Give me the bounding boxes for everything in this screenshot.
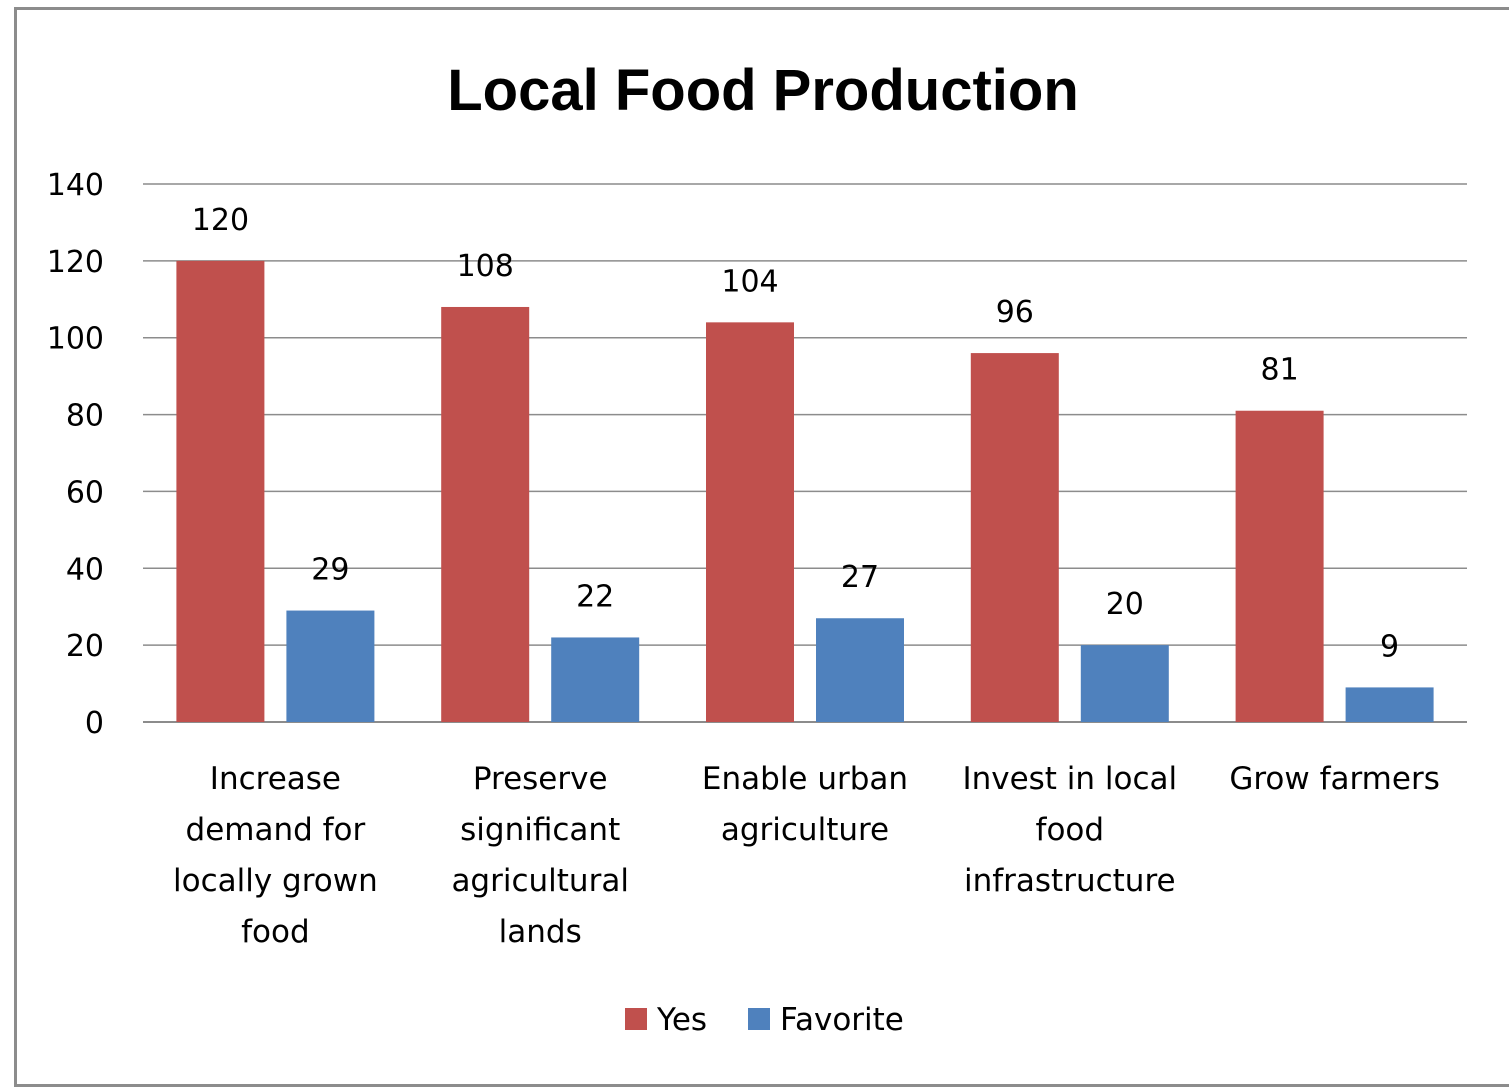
- bar-yes: [176, 260, 265, 722]
- bar-yes: [970, 353, 1059, 722]
- y-tick-label: 0: [85, 706, 104, 741]
- bar-favorite: [816, 618, 904, 722]
- data-labels: 120 29 108 22 104 27 96 20 81 9: [192, 203, 1399, 665]
- bar-favorite: [1080, 645, 1169, 722]
- bar-favorite: [286, 610, 375, 722]
- bar-favorite: [1345, 687, 1434, 722]
- bar-yes: [706, 322, 794, 722]
- bar-yes: [441, 306, 530, 722]
- bar-favorite: [551, 637, 640, 722]
- data-label: 27: [841, 560, 879, 595]
- category-label: Invest in local food infrastructure: [962, 761, 1177, 899]
- category-label: Preserve significant agricultural lands: [451, 761, 629, 950]
- category-label: Enable urban agriculture: [702, 761, 908, 848]
- y-tick-label: 20: [66, 629, 104, 664]
- legend-swatch-yes: [625, 1008, 647, 1030]
- bars: [176, 260, 1434, 722]
- y-tick-label: 120: [47, 245, 104, 280]
- y-tick-label: 100: [47, 322, 104, 357]
- legend-label-favorite: Favorite: [780, 1002, 904, 1038]
- category-label: Grow farmers: [1229, 761, 1440, 797]
- y-tick-label: 140: [47, 168, 104, 203]
- legend-swatch-favorite: [748, 1008, 770, 1030]
- data-label: 96: [996, 295, 1034, 330]
- category-label: Increase demand for locally grown food: [173, 761, 378, 950]
- data-label: 104: [721, 264, 778, 299]
- y-tick-label: 80: [66, 399, 104, 434]
- data-label: 29: [311, 553, 349, 588]
- data-label: 120: [192, 203, 249, 238]
- data-label: 9: [1380, 629, 1399, 664]
- category-labels: Increase demand for locally grown food Prese…: [173, 761, 1440, 950]
- data-label: 20: [1106, 587, 1144, 622]
- legend-label-yes: Yes: [656, 1002, 707, 1038]
- data-label: 22: [576, 579, 614, 614]
- legend: Yes Favorite: [625, 1002, 904, 1038]
- y-tick-label: 60: [66, 475, 104, 510]
- y-tick-label: 40: [66, 552, 104, 587]
- data-label: 108: [457, 249, 514, 284]
- chart-title: Local Food Production: [447, 58, 1079, 123]
- y-axis-ticks: 0 20 40 60 80 100 120 140: [47, 168, 104, 741]
- bar-yes: [1235, 410, 1324, 722]
- data-label: 81: [1261, 353, 1299, 388]
